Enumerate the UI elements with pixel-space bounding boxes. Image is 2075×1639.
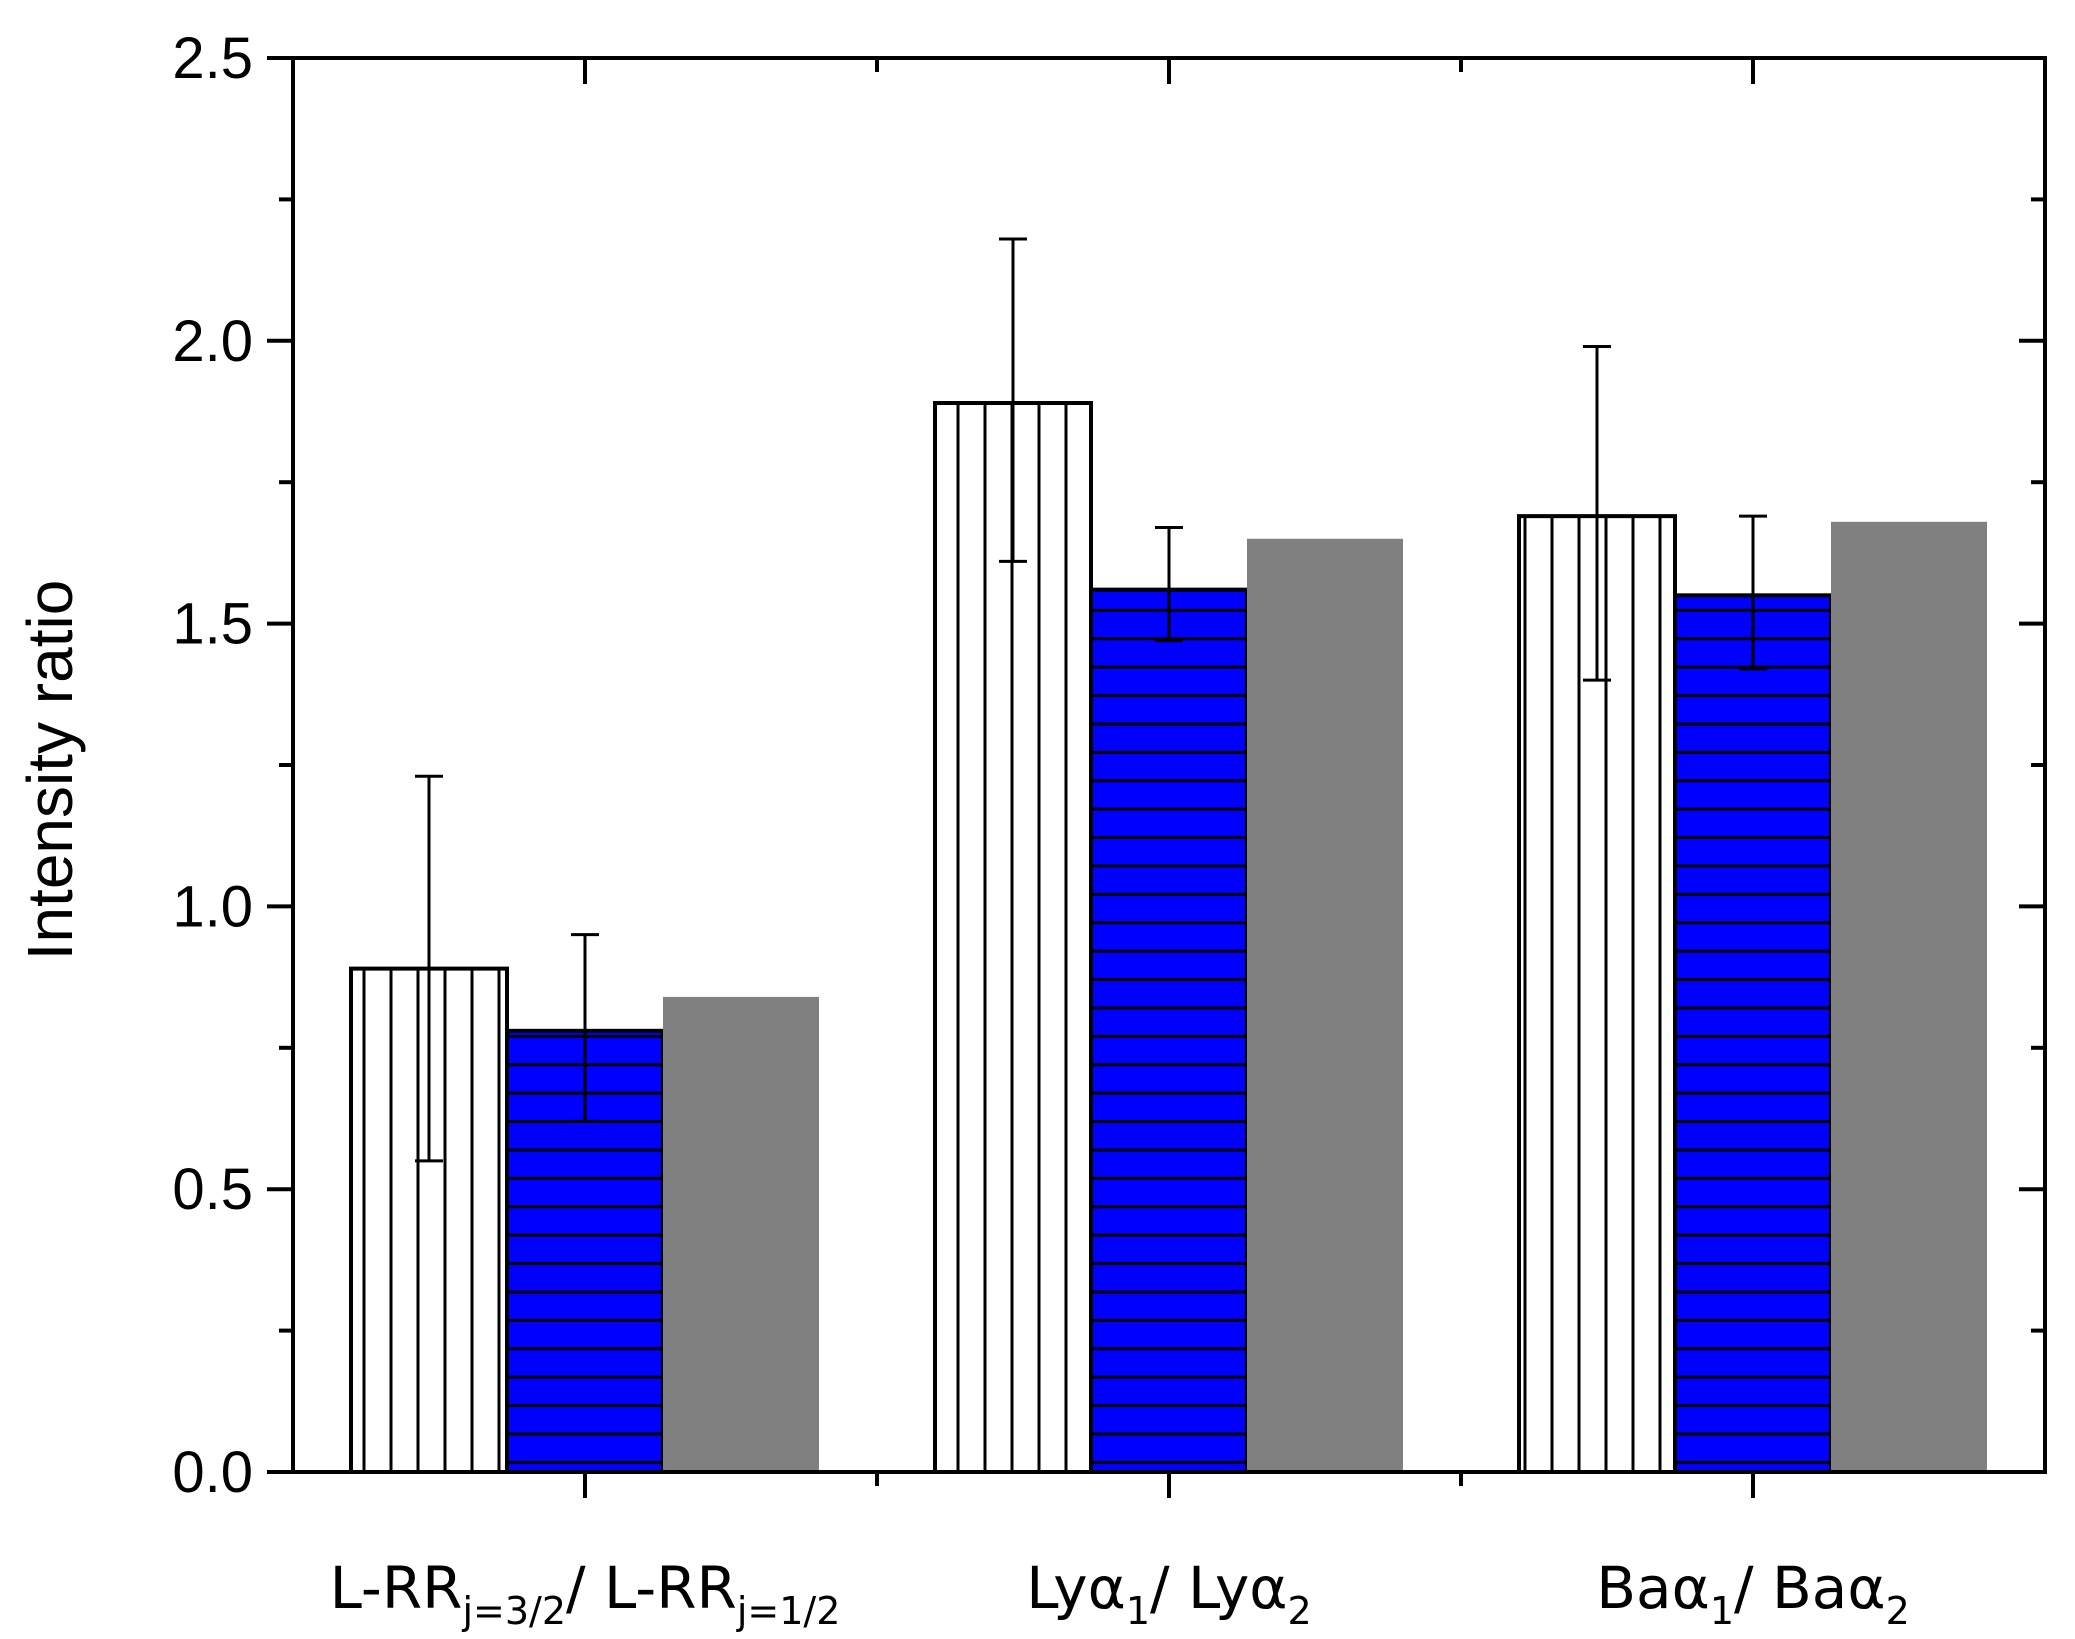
axes-layer: 0.0 0.5 1.0 1.5 2.0 2.5 L-RRj=3/2/ L-RRj=1/2 Ly…: [172, 26, 2047, 1633]
error-bars-layer: [415, 237, 1767, 1163]
y-axis-title: Intensity ratio: [14, 580, 86, 961]
y-tick-label: 1.5: [172, 592, 253, 657]
category-text: / L-RR: [566, 1554, 737, 1622]
y-tick-label: 2.5: [172, 26, 253, 91]
y-tick-label: 0.0: [172, 1440, 253, 1505]
category-text: / Lyα: [1150, 1554, 1288, 1622]
y-tick-label: 0.5: [172, 1157, 253, 1222]
category-text: Lyα: [1026, 1554, 1126, 1622]
category-subscript: j=3/2: [461, 1589, 566, 1633]
bar-series-3: [663, 996, 819, 1472]
y-tick-label: 1.0: [172, 874, 253, 939]
category-text: L-RR: [330, 1554, 463, 1622]
y-tick-label: 2.0: [172, 309, 253, 374]
bar-series-2: [1089, 587, 1249, 1474]
x-category-label: L-RRj=3/2/ L-RRj=1/2: [330, 1554, 841, 1633]
category-subscript: j=1/2: [736, 1589, 841, 1633]
category-subscript: 2: [1886, 1589, 1910, 1633]
category-subscript: 2: [1288, 1589, 1312, 1633]
category-subscript: 1: [1710, 1589, 1734, 1633]
x-category-label: Baα1/ Baα2: [1596, 1554, 1910, 1633]
category-text: Baα: [1596, 1554, 1710, 1622]
x-category-label: Lyα1/ Lyα2: [1026, 1554, 1311, 1633]
category-subscript: 1: [1126, 1589, 1150, 1633]
bar-series-2: [1673, 593, 1833, 1474]
bar-series-3: [1247, 538, 1403, 1472]
category-text: / Baα: [1734, 1554, 1886, 1622]
bar-series-3: [1831, 521, 1987, 1472]
bar-series-1: [933, 401, 1093, 1474]
